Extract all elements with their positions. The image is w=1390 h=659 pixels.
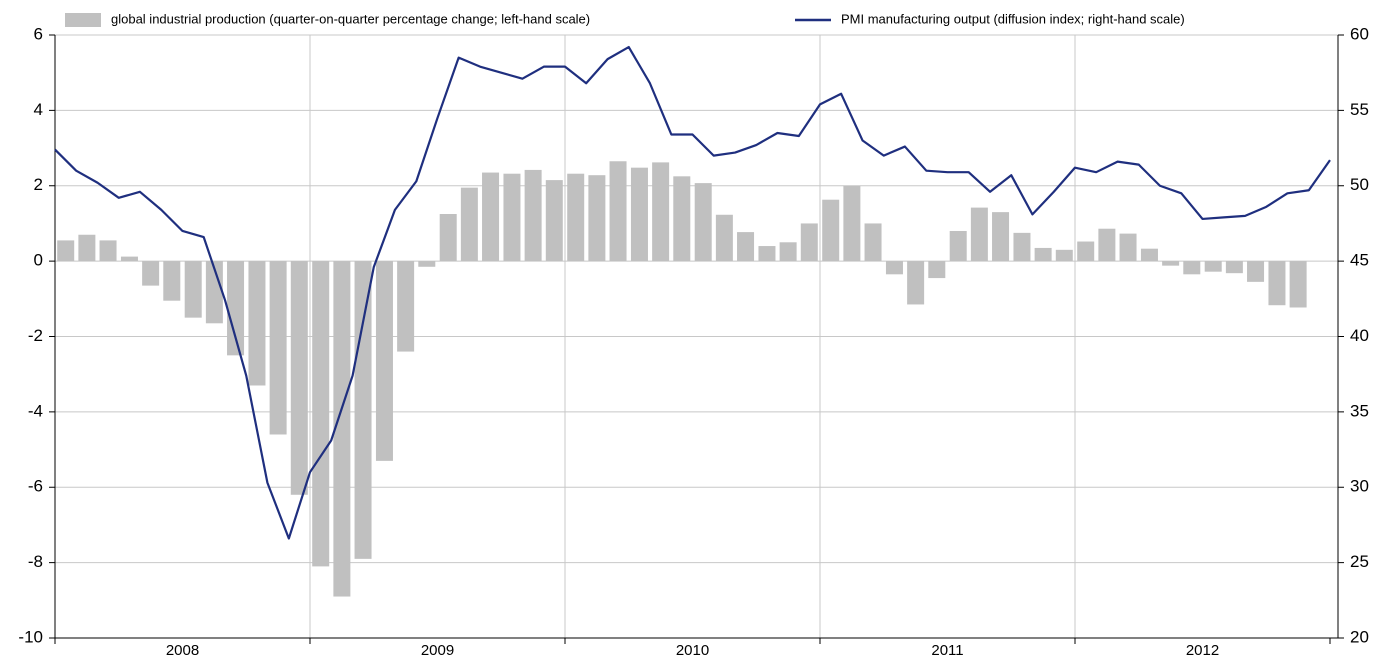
bar <box>1183 261 1201 275</box>
bar <box>673 176 691 262</box>
bar <box>652 162 670 262</box>
y-tick-label: -10 <box>18 627 43 646</box>
bar <box>1055 249 1073 262</box>
bar <box>1247 261 1265 282</box>
bar <box>545 180 563 262</box>
bar <box>885 261 903 275</box>
line <box>54 45 1331 540</box>
bar <box>78 234 96 262</box>
legend-label: PMI manufacturing output (diffusion inde… <box>841 11 1185 26</box>
y2-tick-label: 55 <box>1350 100 1369 119</box>
bar <box>609 161 627 262</box>
bar <box>970 207 988 262</box>
y2-tick-label: 30 <box>1350 477 1369 496</box>
bar <box>333 261 351 597</box>
bar <box>269 261 287 435</box>
bar <box>737 232 755 262</box>
bar <box>1225 261 1243 274</box>
bar <box>630 167 648 262</box>
y-tick-label: -6 <box>28 477 43 496</box>
y-tick-label: -2 <box>28 326 43 345</box>
x-tick-label: 2012 <box>1186 642 1219 659</box>
bar <box>482 172 500 262</box>
bar <box>205 261 223 324</box>
bar <box>312 261 330 567</box>
bar <box>460 187 478 262</box>
bar <box>1098 228 1116 262</box>
y-tick-label: 0 <box>34 251 43 270</box>
bar <box>949 230 967 262</box>
legend-label: global industrial production (quarter-on… <box>111 11 590 26</box>
y2-tick-label: 60 <box>1350 24 1369 43</box>
bar <box>354 261 372 559</box>
bar <box>1140 248 1158 262</box>
y2-tick-label: 20 <box>1350 627 1369 646</box>
bar <box>1268 261 1286 306</box>
y-tick-label: 2 <box>34 175 43 194</box>
y2-tick-label: 25 <box>1350 552 1369 571</box>
bar <box>694 183 712 262</box>
bar <box>907 261 925 305</box>
bar <box>397 261 415 352</box>
bar <box>864 223 882 262</box>
legend-swatch <box>65 13 101 27</box>
y-tick-label: 4 <box>34 100 43 119</box>
bar <box>290 261 308 495</box>
bar <box>928 261 946 279</box>
bar <box>184 261 202 318</box>
bar <box>248 261 266 386</box>
bar <box>567 173 585 262</box>
bar <box>715 214 733 262</box>
bar <box>227 261 245 356</box>
bar <box>822 199 840 262</box>
bar <box>758 246 776 262</box>
y2-tick-label: 45 <box>1350 251 1369 270</box>
bar <box>418 261 436 267</box>
x-tick-label: 2011 <box>931 642 963 659</box>
bar <box>163 261 181 301</box>
x-tick-label: 2009 <box>421 642 454 659</box>
bar <box>1077 241 1095 262</box>
bar <box>800 223 818 262</box>
bar <box>992 212 1010 262</box>
bar <box>1119 233 1137 262</box>
y-tick-label: -4 <box>28 401 43 420</box>
bar <box>375 261 393 461</box>
bar <box>1204 261 1222 272</box>
bar <box>1034 247 1052 262</box>
x-tick-label: 2010 <box>676 642 709 659</box>
bar <box>588 175 606 262</box>
y2-tick-label: 35 <box>1350 401 1369 420</box>
bar <box>503 173 521 262</box>
bar <box>1162 261 1180 266</box>
bar <box>524 169 542 262</box>
y2-tick-label: 50 <box>1350 175 1369 194</box>
y-tick-label: -8 <box>28 552 43 571</box>
bar <box>57 240 75 262</box>
bar <box>99 240 117 262</box>
y2-tick-label: 40 <box>1350 326 1369 345</box>
bar <box>120 256 138 262</box>
bar <box>779 242 797 262</box>
y-tick-label: 6 <box>34 24 43 43</box>
bar <box>142 261 160 286</box>
x-tick-label: 2008 <box>166 642 199 659</box>
bar <box>1289 261 1307 308</box>
bar <box>1013 232 1031 262</box>
bar <box>843 185 861 262</box>
bar <box>439 214 457 262</box>
